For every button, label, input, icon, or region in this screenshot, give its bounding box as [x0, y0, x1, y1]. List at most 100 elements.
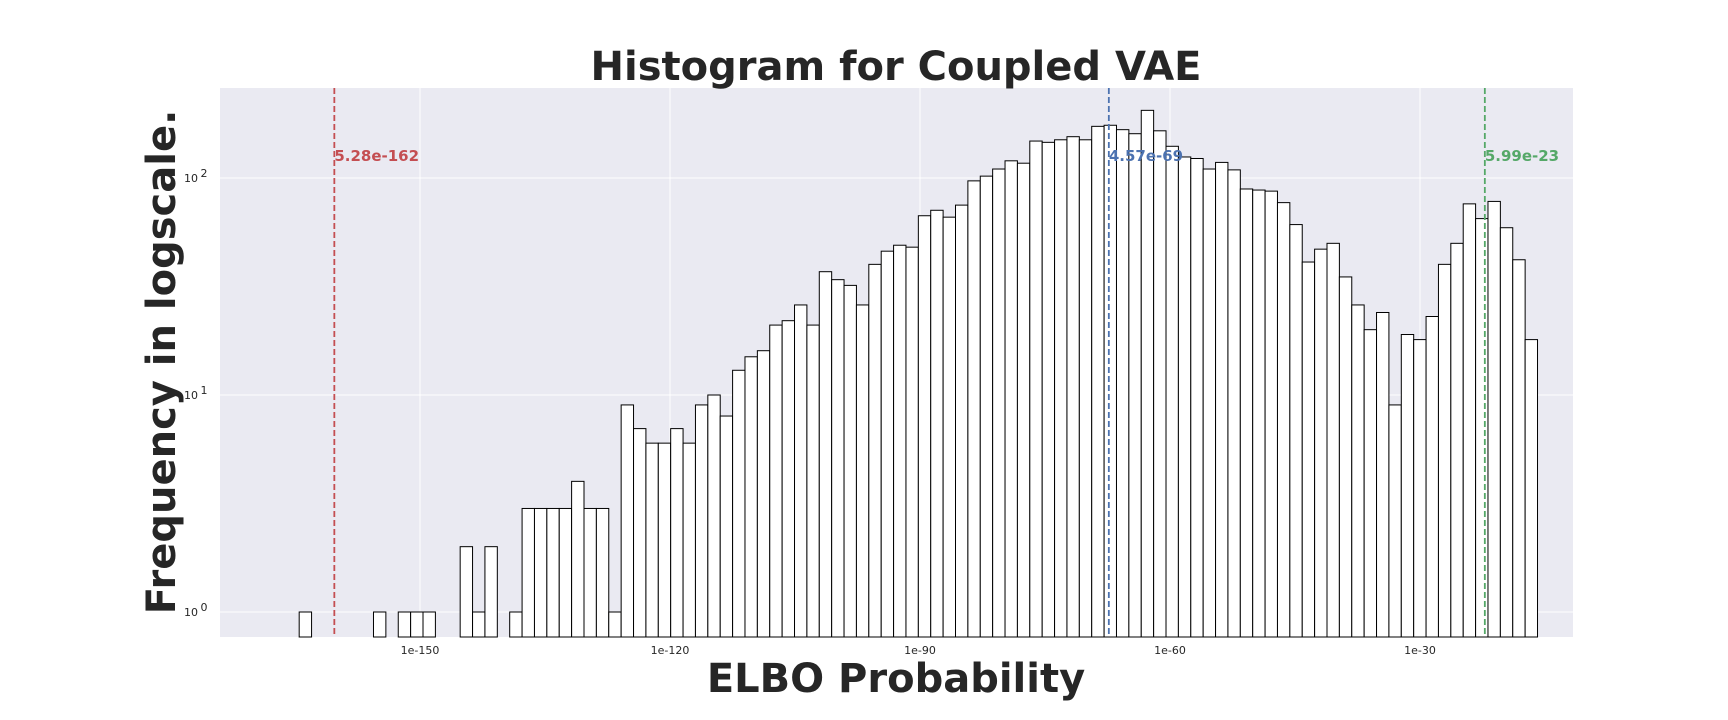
histogram-bar — [397, 611, 412, 638]
histogram-bar — [459, 546, 474, 638]
histogram-bar — [992, 168, 1006, 638]
histogram-bar — [855, 304, 870, 638]
reference-line-label: 5.28e-162 — [334, 147, 419, 165]
histogram-bar — [298, 611, 313, 638]
histogram-bar — [694, 404, 709, 638]
histogram-bar — [1376, 311, 1390, 638]
histogram-bar — [818, 271, 833, 638]
histogram-bar — [1165, 145, 1179, 638]
y-axis-label: Frequency in logscale. — [139, 110, 185, 615]
histogram-bar — [484, 546, 498, 638]
histogram-bar — [682, 442, 696, 638]
histogram-bar — [422, 611, 436, 638]
histogram-bar — [533, 507, 548, 638]
bars-layer — [298, 109, 1539, 638]
histogram-bar — [509, 611, 523, 638]
histogram-bar — [1524, 339, 1539, 638]
histogram-bar — [1016, 162, 1031, 638]
histogram-bar — [1276, 202, 1291, 638]
histogram-bar — [1091, 125, 1105, 638]
x-tick-label: 1e-60 — [1154, 644, 1186, 657]
y-tick-exponent: 0 — [201, 601, 208, 614]
histogram-bar — [1190, 157, 1204, 638]
histogram-bar — [732, 369, 746, 638]
x-tick-label: 1e-150 — [401, 644, 440, 657]
y-tick-exponent: 2 — [201, 167, 208, 180]
histogram-bar — [620, 404, 635, 638]
y-tick-label: 10 — [184, 172, 198, 185]
histogram-bar — [1202, 168, 1217, 638]
histogram-bar — [831, 279, 845, 638]
histogram-bar — [1462, 203, 1477, 638]
histogram-bar — [1363, 329, 1378, 638]
histogram-bar — [657, 442, 672, 638]
histogram-bar — [1252, 189, 1266, 638]
histogram-bar — [1289, 224, 1303, 638]
histogram-bar — [1239, 188, 1254, 638]
histogram-bar — [1078, 139, 1093, 638]
histogram-bar — [1029, 140, 1043, 638]
histogram-bar — [893, 244, 907, 638]
reference-line-label: 4.57e-69 — [1109, 147, 1183, 165]
histogram-bar — [930, 209, 944, 638]
histogram-bar — [1413, 339, 1427, 638]
histogram-bar — [670, 428, 684, 638]
histogram-bar — [1301, 261, 1316, 638]
y-tick-label: 10 — [184, 389, 198, 402]
histogram-bar — [1153, 130, 1167, 638]
histogram-bar — [1326, 242, 1340, 638]
histogram-bar — [1066, 136, 1080, 638]
histogram-bar — [769, 324, 783, 638]
histogram-bar — [410, 611, 424, 638]
histogram-bar — [979, 175, 994, 638]
histogram-bar — [806, 324, 820, 638]
histogram-bar — [880, 250, 895, 638]
histogram-bar — [955, 204, 969, 638]
histogram-bar — [967, 180, 981, 638]
reference-lines-layer: 5.28e-162 4.57e-69 5.99e-23 — [333, 88, 1559, 637]
histogram-bar — [1450, 242, 1464, 638]
y-tick-label: 10 — [184, 606, 198, 619]
histogram-bar — [608, 611, 622, 638]
histogram-bar — [571, 480, 585, 638]
histogram-bar — [1264, 190, 1278, 638]
histogram-bar — [1227, 169, 1241, 638]
histogram-bar — [1314, 248, 1328, 638]
histogram-bar — [794, 304, 808, 638]
histogram-bar — [1054, 139, 1068, 638]
histogram-bar — [1499, 227, 1514, 638]
histogram-bar — [1128, 133, 1142, 638]
x-tick-label: 1e-120 — [651, 644, 690, 657]
histogram-bar — [372, 611, 387, 638]
x-axis-label: ELBO Probability — [707, 656, 1085, 702]
chart-title: Histogram for Coupled VAE — [591, 44, 1202, 90]
histogram-bar — [1140, 109, 1155, 638]
histogram-bar — [1475, 218, 1489, 638]
histogram-bar — [781, 320, 796, 638]
histogram-bar — [905, 246, 919, 638]
histogram-bar — [1041, 141, 1056, 638]
histogram-bar — [1115, 129, 1130, 638]
histogram-bar — [633, 428, 647, 638]
histogram-bar — [583, 507, 597, 638]
histogram-bar — [521, 507, 535, 638]
x-tick-label: 1e-30 — [1404, 644, 1436, 657]
histogram-bar — [1512, 259, 1526, 638]
histogram-bar — [645, 442, 659, 638]
histogram-bar — [843, 284, 857, 638]
histogram-bar — [1388, 404, 1402, 638]
histogram-bar — [868, 263, 882, 638]
histogram-bar — [1351, 304, 1365, 638]
x-tick-label: 1e-90 — [904, 644, 936, 657]
histogram-bar — [917, 215, 932, 638]
histogram-bar — [1437, 263, 1452, 638]
histogram-bar — [546, 507, 560, 638]
histogram-bar — [942, 216, 956, 638]
histogram-bar — [756, 350, 771, 638]
histogram-bar — [558, 507, 573, 638]
histogram-bar — [1103, 124, 1117, 638]
histogram-bar — [1004, 160, 1018, 638]
histogram-bar — [1338, 276, 1353, 638]
